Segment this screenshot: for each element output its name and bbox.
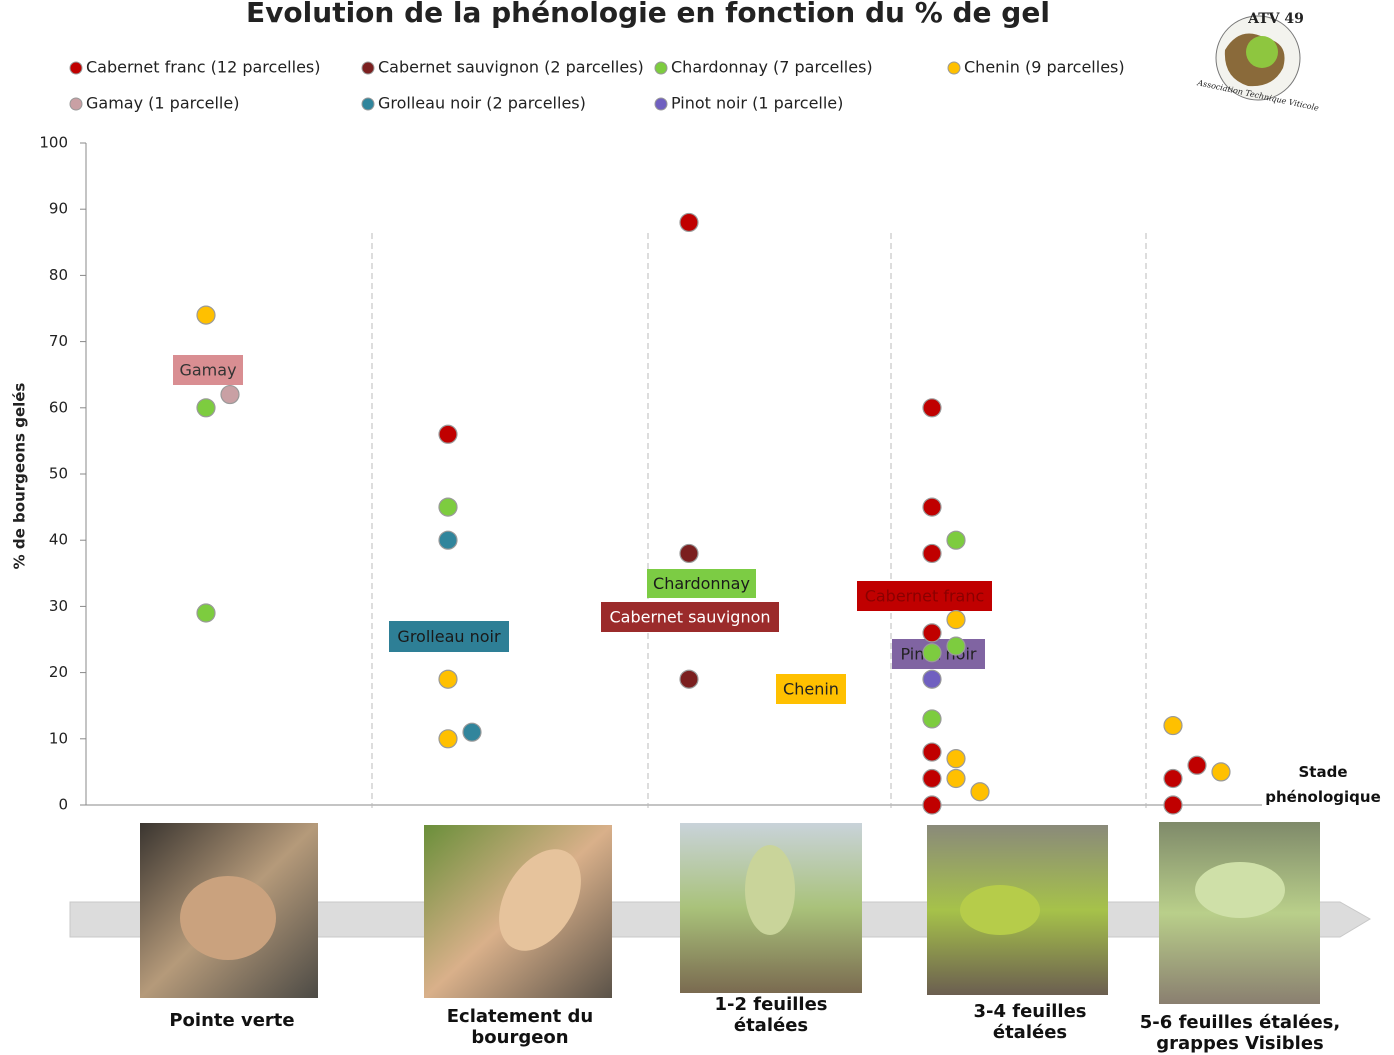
stage-label: 5-6 feuilles étalées, grappes Visibles — [1120, 1012, 1360, 1054]
data-point — [923, 399, 941, 417]
data-point — [947, 770, 965, 788]
data-point — [197, 399, 215, 417]
y-tick-label: 80 — [49, 266, 68, 284]
data-point — [923, 624, 941, 642]
data-point — [923, 544, 941, 562]
y-tick-label: 50 — [49, 465, 68, 483]
data-point — [1164, 717, 1182, 735]
y-tick-label: 10 — [49, 729, 68, 747]
logo-title: ATV 49 — [1247, 11, 1304, 27]
data-point — [439, 531, 457, 549]
data-point — [923, 710, 941, 728]
annotation-label: Chardonnay — [653, 574, 750, 593]
data-point — [680, 213, 698, 231]
y-tick-label: 60 — [49, 398, 68, 416]
stage-dividers — [372, 233, 1146, 808]
legend-marker — [655, 98, 667, 110]
data-point — [1188, 756, 1206, 774]
data-point — [680, 670, 698, 688]
data-point — [680, 544, 698, 562]
annotation-label: Cabernet franc — [865, 587, 985, 606]
legend-label: Gamay (1 parcelle) — [86, 94, 239, 113]
photo-detail — [960, 885, 1040, 935]
legend-marker — [362, 98, 374, 110]
legend-label: Pinot noir (1 parcelle) — [671, 94, 843, 113]
data-point — [439, 425, 457, 443]
y-axis-label: % de bourgeons gelés — [11, 383, 29, 570]
logo: ATV 49 Association Technique Viticole — [1196, 11, 1320, 113]
stage-label: 3-4 feuilles étalées — [960, 1001, 1100, 1043]
legend-marker — [70, 62, 82, 74]
legend-marker — [70, 98, 82, 110]
legend-label: Chardonnay (7 parcelles) — [671, 58, 873, 77]
data-point — [947, 611, 965, 629]
y-tick-label: 70 — [49, 332, 68, 350]
photo-detail — [745, 845, 795, 935]
annotation-label: Cabernet sauvignon — [609, 608, 770, 627]
data-point — [947, 531, 965, 549]
data-point — [923, 743, 941, 761]
x-axis-label: Stade phénologique — [1258, 760, 1388, 810]
stage-label: Pointe verte — [112, 1010, 352, 1031]
data-point — [923, 770, 941, 788]
annotation-label: Chenin — [783, 680, 839, 699]
data-point — [1212, 763, 1230, 781]
data-point — [197, 604, 215, 622]
y-tick-label: 100 — [39, 134, 68, 152]
data-point — [947, 750, 965, 768]
legend-marker — [655, 62, 667, 74]
chart-title: Evolution de la phénologie en fonction d… — [246, 0, 1050, 29]
legend-label: Chenin (9 parcelles) — [964, 58, 1125, 77]
stage-label: Eclatement du bourgeon — [440, 1006, 600, 1048]
legend-marker — [948, 62, 960, 74]
legend-label: Cabernet franc (12 parcelles) — [86, 58, 320, 77]
data-point — [439, 730, 457, 748]
data-point — [197, 306, 215, 324]
data-point — [1164, 770, 1182, 788]
data-point — [1164, 796, 1182, 814]
data-point — [463, 723, 481, 741]
photo-detail — [180, 876, 276, 960]
data-point — [439, 670, 457, 688]
annotation-label: Gamay — [179, 361, 236, 380]
y-tick-label: 40 — [49, 531, 68, 549]
data-point — [923, 670, 941, 688]
legend-marker — [362, 62, 374, 74]
data-point — [439, 498, 457, 516]
chart: Evolution de la phénologie en fonction d… — [0, 0, 1394, 1055]
annotation-label: Grolleau noir — [397, 627, 501, 646]
data-point — [947, 637, 965, 655]
data-point — [923, 498, 941, 516]
data-point — [221, 386, 239, 404]
y-tick-label: 0 — [58, 796, 68, 814]
y-tick-label: 20 — [49, 663, 68, 681]
legend-label: Cabernet sauvignon (2 parcelles) — [378, 58, 644, 77]
photo-detail — [1195, 862, 1285, 918]
stage-label: 1-2 feuilles étalées — [701, 994, 841, 1036]
legend-label: Grolleau noir (2 parcelles) — [378, 94, 586, 113]
data-point — [971, 783, 989, 801]
data-point — [923, 796, 941, 814]
y-tick-label: 90 — [49, 200, 68, 218]
page: Evolution de la phénologie en fonction d… — [0, 0, 1394, 1055]
data-point — [923, 644, 941, 662]
y-tick-label: 30 — [49, 597, 68, 615]
